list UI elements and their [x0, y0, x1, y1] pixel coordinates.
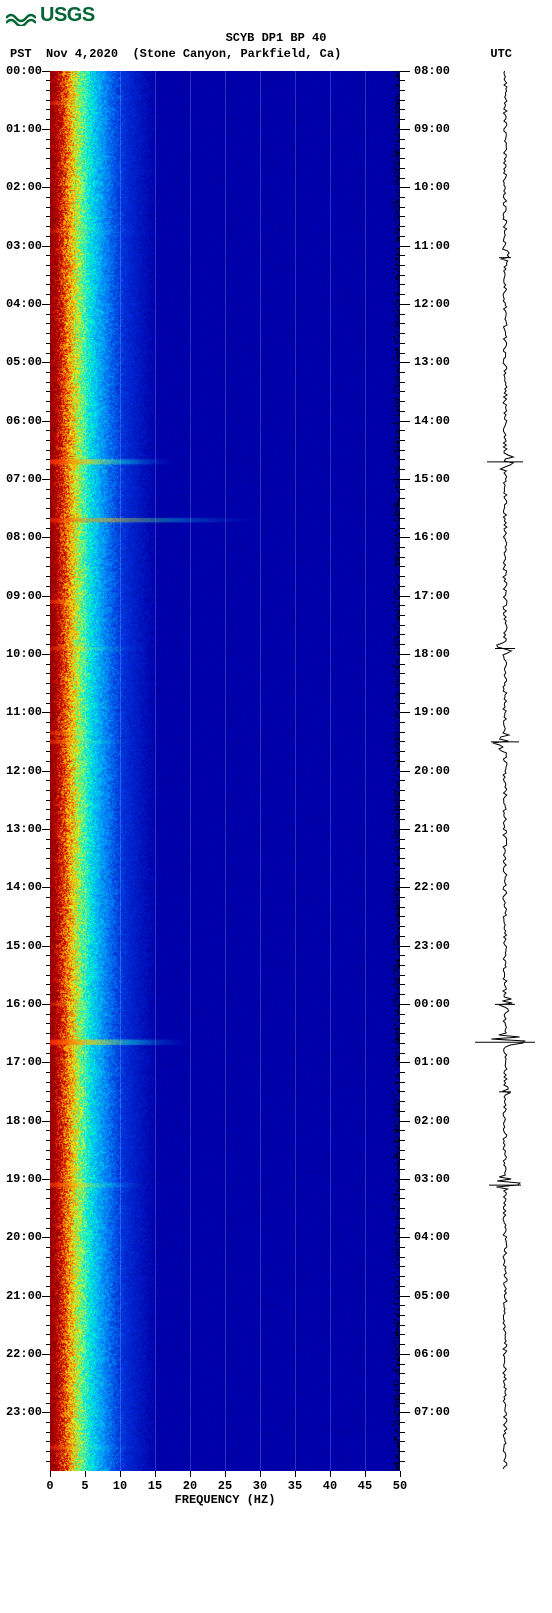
pst-hour-label: 00:00: [6, 64, 42, 78]
chart-area: 00:00 01:00 02:00 03:00 04:00 05:00 06:00 07:00…: [0, 71, 552, 1581]
utc-hour-label: 01:00: [414, 1055, 450, 1069]
pst-hour-label: 06:00: [6, 414, 42, 428]
pst-hour-label: 22:00: [6, 1347, 42, 1361]
pst-hour-label: 20:00: [6, 1230, 42, 1244]
freq-tick-label: 0: [46, 1479, 53, 1493]
utc-hour-label: 02:00: [414, 1114, 450, 1128]
pst-hour-label: 15:00: [6, 939, 42, 953]
pst-hour-label: 11:00: [6, 705, 42, 719]
freq-tick-label: 5: [81, 1479, 88, 1493]
freq-tick-label: 30: [253, 1479, 267, 1493]
utc-hour-label: 06:00: [414, 1347, 450, 1361]
freq-tick-label: 15: [148, 1479, 162, 1493]
utc-hour-label: 22:00: [414, 880, 450, 894]
utc-hour-label: 17:00: [414, 589, 450, 603]
pst-hour-label: 04:00: [6, 297, 42, 311]
utc-time-axis: 08:0009:0010:0011:0012:0013:0014:0015:00…: [400, 71, 460, 1471]
pst-time-axis: 00:0001:0002:0003:0004:0005:0006:0007:00…: [0, 71, 50, 1471]
freq-tick-label: 50: [393, 1479, 407, 1493]
pst-hour-label: 07:00: [6, 472, 42, 486]
utc-hour-label: 05:00: [414, 1289, 450, 1303]
pst-hour-label: 02:00: [6, 180, 42, 194]
pst-hour-label: 09:00: [6, 589, 42, 603]
usgs-wave-icon: [6, 6, 36, 26]
utc-hour-label: 12:00: [414, 297, 450, 311]
freq-tick-label: 40: [323, 1479, 337, 1493]
utc-hour-label: 07:00: [414, 1405, 450, 1419]
utc-hour-label: 00:00: [414, 997, 450, 1011]
frequency-axis-label: FREQUENCY (HZ): [50, 1493, 400, 1507]
freq-tick-label: 45: [358, 1479, 372, 1493]
utc-hour-label: 03:00: [414, 1172, 450, 1186]
pst-hour-label: 05:00: [6, 355, 42, 369]
pst-hour-label: 12:00: [6, 764, 42, 778]
chart-title: SCYB DP1 BP 40: [0, 31, 552, 47]
freq-tick-label: 20: [183, 1479, 197, 1493]
pst-hour-label: 03:00: [6, 239, 42, 253]
utc-hour-label: 23:00: [414, 939, 450, 953]
utc-hour-label: 09:00: [414, 122, 450, 136]
utc-hour-label: 04:00: [414, 1230, 450, 1244]
utc-hour-label: 21:00: [414, 822, 450, 836]
pst-hour-label: 14:00: [6, 880, 42, 894]
pst-hour-label: 01:00: [6, 122, 42, 136]
utc-hour-label: 15:00: [414, 472, 450, 486]
pst-hour-label: 17:00: [6, 1055, 42, 1069]
pst-hour-label: 23:00: [6, 1405, 42, 1419]
tz-left: PST: [10, 47, 32, 61]
spectrogram-plot: [50, 71, 400, 1471]
pst-hour-label: 18:00: [6, 1114, 42, 1128]
utc-hour-label: 08:00: [414, 64, 450, 78]
header-date: Nov 4,2020: [46, 47, 118, 61]
pst-hour-label: 10:00: [6, 647, 42, 661]
utc-hour-label: 13:00: [414, 355, 450, 369]
utc-hour-label: 10:00: [414, 180, 450, 194]
usgs-logo: USGS: [0, 0, 552, 31]
utc-hour-label: 20:00: [414, 764, 450, 778]
utc-hour-label: 11:00: [414, 239, 450, 253]
usgs-logo-text: USGS: [40, 4, 95, 27]
pst-hour-label: 19:00: [6, 1172, 42, 1186]
utc-hour-label: 14:00: [414, 414, 450, 428]
header-left: PST Nov 4,2020 (Stone Canyon, Parkfield,…: [10, 47, 341, 61]
pst-hour-label: 16:00: [6, 997, 42, 1011]
freq-tick-label: 10: [113, 1479, 127, 1493]
utc-hour-label: 18:00: [414, 647, 450, 661]
pst-hour-label: 13:00: [6, 822, 42, 836]
freq-tick-label: 35: [288, 1479, 302, 1493]
pst-hour-label: 21:00: [6, 1289, 42, 1303]
seismogram-trace: [475, 71, 535, 1471]
header-location: (Stone Canyon, Parkfield, Ca): [132, 47, 341, 61]
utc-hour-label: 16:00: [414, 530, 450, 544]
pst-hour-label: 08:00: [6, 530, 42, 544]
chart-subtitle-row: PST Nov 4,2020 (Stone Canyon, Parkfield,…: [0, 47, 552, 61]
frequency-axis: FREQUENCY (HZ) 05101520253035404550: [50, 1471, 400, 1521]
utc-hour-label: 19:00: [414, 705, 450, 719]
tz-right: UTC: [490, 47, 512, 61]
freq-tick-label: 25: [218, 1479, 232, 1493]
